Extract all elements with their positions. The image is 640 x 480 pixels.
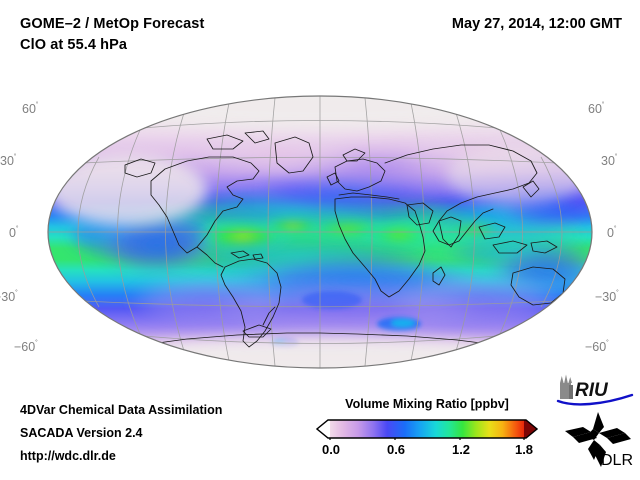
dlr-wordmark: DLR <box>601 452 633 469</box>
dlr-logo-svg: DLR <box>565 412 633 469</box>
footer-line-method: 4DVar Chemical Data Assimilation <box>20 403 223 417</box>
world-map <box>47 95 593 369</box>
colorbar-svg <box>315 419 539 441</box>
header-title-block: GOME–2 / MetOp Forecast ClO at 55.4 hPa <box>20 14 400 56</box>
colorbar: Volume Mixing Ratio [ppbv] <box>315 396 539 460</box>
colorbar-tick-2: 1.2 <box>451 442 471 457</box>
colorbar-tick-0: 0.0 <box>321 442 341 457</box>
colorbar-tick-labels: 0.0 0.6 1.2 1.8 <box>316 442 538 460</box>
lat-label-m60-left: −60˚ <box>14 338 38 354</box>
lat-label-m60-right: −60˚ <box>585 338 609 354</box>
lat-label-60-right: 60˚ <box>588 100 605 116</box>
dlr-logo: DLR <box>563 411 637 469</box>
map-panel: 60˚ 30˚ 0˚ −30˚ −60˚ 60˚ 30˚ 0˚ −30˚ −60… <box>0 62 640 382</box>
riu-tower-icon <box>560 374 573 399</box>
footer-line-url: http://wdc.dlr.de <box>20 449 116 463</box>
data-field <box>48 96 592 368</box>
riu-wordmark: RIU <box>575 380 609 401</box>
footer-line-version: SACADA Version 2.4 <box>20 426 143 440</box>
riu-swoosh <box>556 393 634 406</box>
page-title: GOME–2 / MetOp Forecast <box>20 16 205 32</box>
timestamp-label: May 27, 2014, 12:00 GMT <box>451 16 622 32</box>
lat-label-m30-left: −30˚ <box>0 288 18 304</box>
footer-credits: 4DVar Chemical Data Assimilation SACADA … <box>20 399 320 468</box>
page-subtitle: ClO at 55.4 hPa <box>20 37 128 53</box>
dlr-mark-icon <box>565 412 631 467</box>
lat-label-30-right: 30˚ <box>601 152 618 168</box>
colorbar-tick-1: 0.6 <box>386 442 406 457</box>
colorbar-gradient <box>315 418 539 441</box>
lat-label-60-left: 60˚ <box>22 100 39 116</box>
lat-label-30-left: 30˚ <box>0 152 17 168</box>
coastlines <box>124 130 586 348</box>
lat-label-m30-right: −30˚ <box>595 288 619 304</box>
riu-logo-svg: RIU <box>556 374 634 406</box>
colorbar-title: Volume Mixing Ratio [ppbv] <box>345 397 509 411</box>
map-svg <box>47 95 593 369</box>
colorbar-tick-3: 1.8 <box>514 442 534 457</box>
lat-label-0-right: 0˚ <box>607 224 617 240</box>
globe-outline <box>47 95 593 369</box>
lat-label-0-left: 0˚ <box>9 224 19 240</box>
riu-logo: RIU <box>556 374 634 406</box>
